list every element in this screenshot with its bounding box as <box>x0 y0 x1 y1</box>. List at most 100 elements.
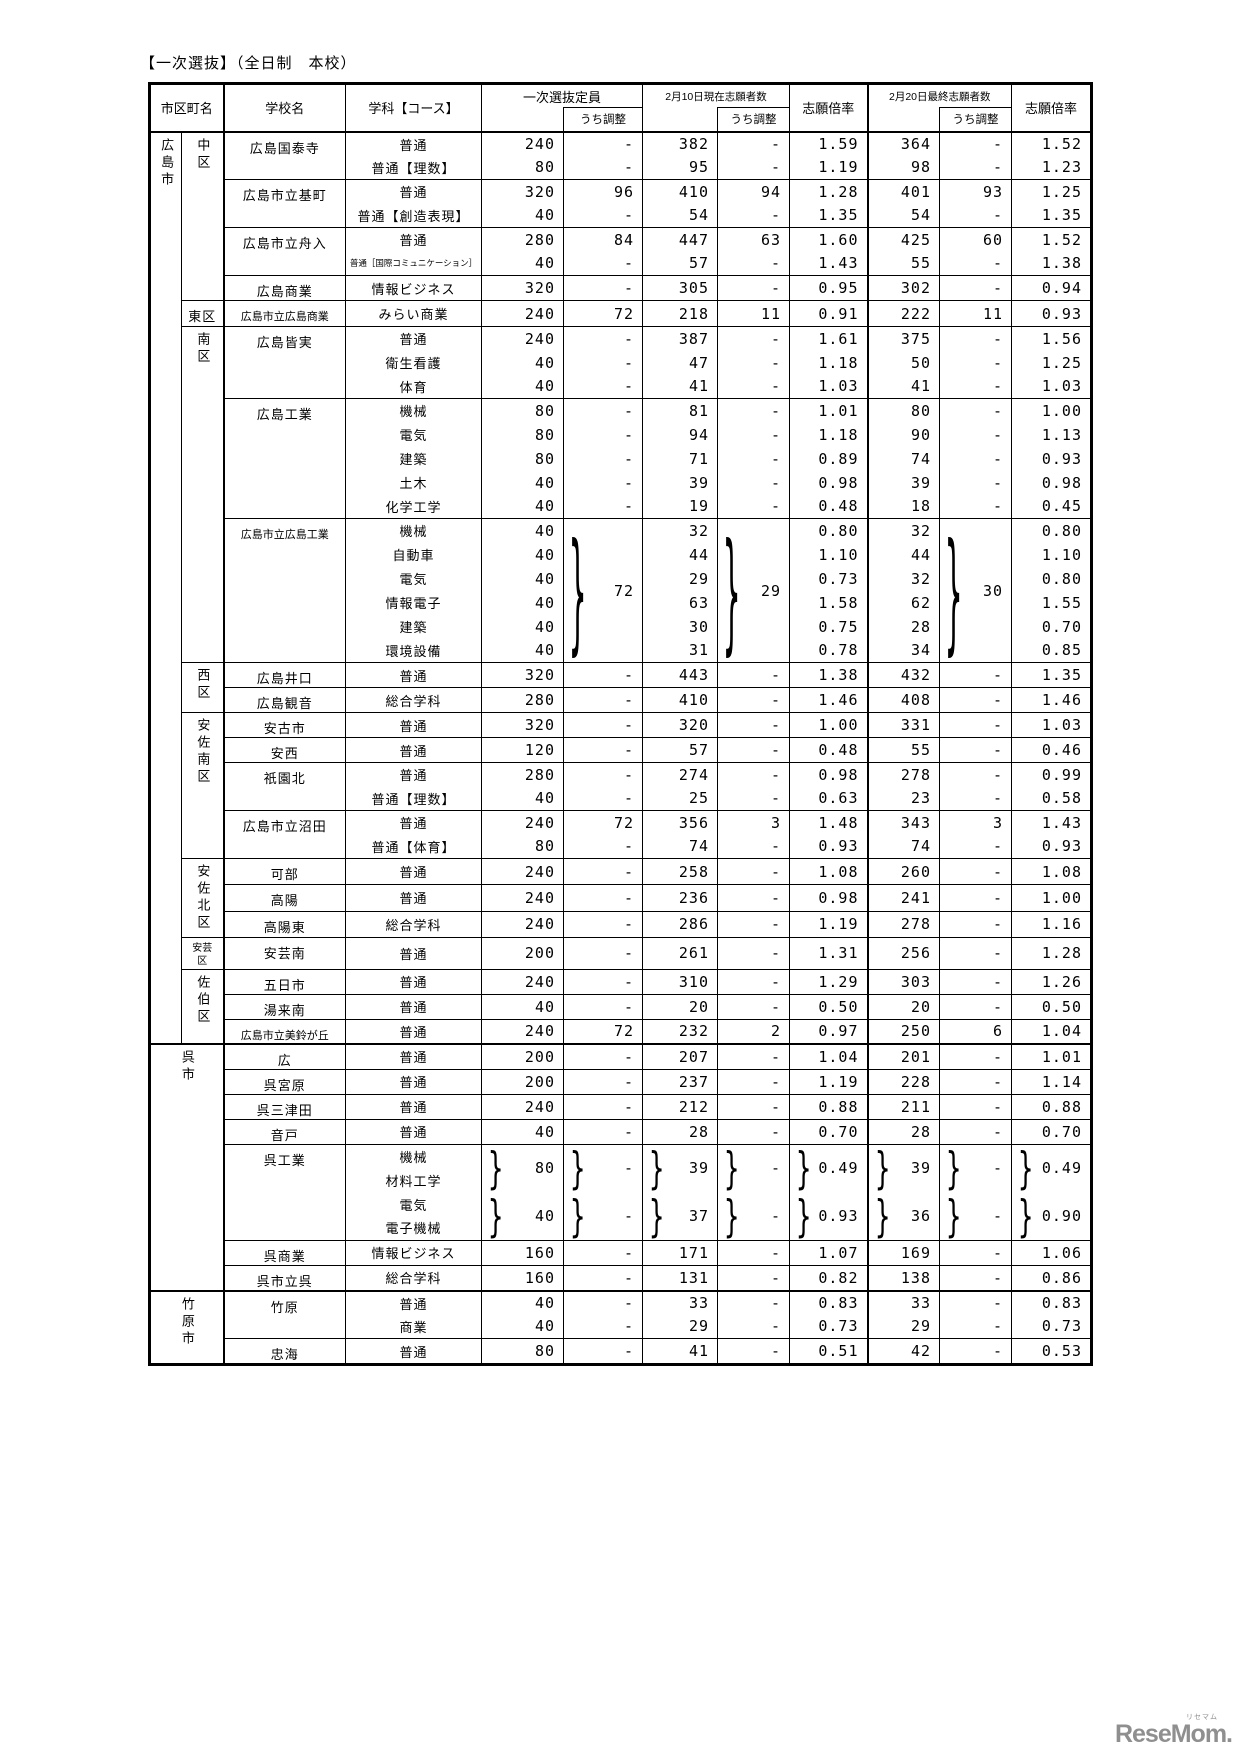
value-cell: } 37 <box>642 1192 718 1240</box>
value-cell: 260 <box>867 857 940 885</box>
value-cell: - <box>717 993 790 1019</box>
value-cell: - <box>563 130 643 156</box>
table-row: 広島市 中区 広島国泰寺 普通 240-382-1.59 364-1.52 <box>149 130 1092 1044</box>
ward-label: 安佐北区 <box>195 864 211 932</box>
value-cell: 0.82 <box>789 1264 869 1291</box>
value-cell: 72 <box>563 810 643 835</box>
value-cell: - <box>939 326 1012 351</box>
value-cell: 40 <box>481 350 564 375</box>
value-cell: 3 <box>717 810 790 835</box>
value-cell: 18 <box>867 494 940 519</box>
school-name-cell: 可部 <box>223 857 346 885</box>
course-cell: 普通［国際コミュニケーション］ <box>345 251 482 276</box>
value-cell: - <box>563 687 643 713</box>
value-cell: 94 <box>642 422 718 447</box>
braced-value: 0.49 <box>1041 1159 1082 1178</box>
value-cell: 0.58 <box>1011 786 1092 811</box>
value-cell: - <box>563 857 643 885</box>
value-cell: 1.08 <box>789 857 869 885</box>
course-cell: みらい商業 <box>345 300 482 327</box>
course-cell: 普通 <box>345 884 482 912</box>
feb10-notch <box>642 107 718 132</box>
course-cell: 機械 <box>345 1143 482 1168</box>
value-cell: - <box>563 1093 643 1119</box>
value-cell: - <box>717 737 790 763</box>
value-cell: 343 <box>867 810 940 835</box>
value-cell: 19 <box>642 494 718 519</box>
value-cell: 63 <box>642 590 718 615</box>
course-cell: 総合学科 <box>345 910 482 938</box>
city-cell: 竹原市 <box>149 1289 225 1365</box>
value-cell: 47 <box>642 350 718 375</box>
value-cell: 32 <box>867 566 940 591</box>
value-cell: } 0.93 <box>789 1192 869 1240</box>
braced-value: - <box>992 1159 1003 1178</box>
value-cell: 0.70 <box>1011 614 1092 639</box>
brace-icon: } <box>874 1144 891 1192</box>
school-name-cell: 高陽 <box>223 884 346 912</box>
table-row: 呉宮原 普通 200-237-1.19 228-1.14 <box>150 1068 1092 1094</box>
value-cell: 55 <box>867 251 940 276</box>
value-cell: - <box>717 910 790 938</box>
value-cell: 1.25 <box>1011 350 1092 375</box>
logo-wordmark: ReseMom. <box>1114 1720 1233 1748</box>
value-cell: - <box>939 470 1012 495</box>
value-cell: - <box>717 155 790 180</box>
header-feb20-adjust: うち調整 <box>939 107 1012 132</box>
value-cell: 131 <box>642 1264 718 1291</box>
city-label: 竹原市 <box>179 1296 195 1348</box>
value-cell: 80 <box>481 834 564 859</box>
value-cell: 1.46 <box>789 687 869 713</box>
value-cell: 0.70 <box>789 1118 869 1144</box>
brace-icon: } <box>1017 1144 1034 1192</box>
value-cell: - <box>563 470 643 495</box>
braced-value: 40 <box>534 1206 555 1225</box>
table-row: 安芸区 安芸南 普通 200-261-1.31 256-1.28 <box>150 937 1092 969</box>
value-cell: 0.98 <box>789 762 869 787</box>
ward-label: 佐伯区 <box>195 974 211 1026</box>
course-cell: 普通 <box>345 712 482 738</box>
value-cell: 25 <box>642 786 718 811</box>
value-cell: 1.13 <box>1011 422 1092 447</box>
value-cell: 1.00 <box>1011 398 1092 423</box>
value-cell: 1.04 <box>1011 1018 1092 1044</box>
value-cell: } 80 <box>481 1143 564 1192</box>
value-cell: 0.80 <box>789 518 869 543</box>
value-cell: } 72 <box>563 518 643 663</box>
braced-value: 0.49 <box>818 1159 859 1178</box>
table-row: 音戸 普通 40-28-0.70 28-0.70 <box>150 1118 1092 1144</box>
value-cell: - <box>563 762 643 787</box>
value-cell: - <box>939 446 1012 471</box>
value-cell: 1.18 <box>789 350 869 375</box>
braced-value: 0.93 <box>818 1206 859 1225</box>
table-row: 広島工業 機械 80-81-1.01 80-1.00 <box>150 398 1092 519</box>
value-cell: 0.80 <box>1011 518 1092 543</box>
value-cell: 280 <box>481 762 564 787</box>
feb20-notch <box>867 107 940 132</box>
value-cell: } 30 <box>939 518 1012 663</box>
value-cell: 0.95 <box>789 275 869 301</box>
value-cell: 1.00 <box>789 712 869 738</box>
value-cell: 375 <box>867 326 940 351</box>
table-row: 衛生看護 40-47-1.18 50-1.25 <box>150 350 1092 375</box>
table-row: 普通【体育】 80-74-0.93 74-0.93 <box>150 834 1092 859</box>
ward-label: 安芸区 <box>192 943 213 967</box>
value-cell: 1.23 <box>1011 155 1092 180</box>
value-cell: 0.89 <box>789 446 869 471</box>
value-cell: 236 <box>642 884 718 912</box>
value-cell: 80 <box>481 398 564 423</box>
value-cell: 240 <box>481 130 564 156</box>
value-cell: 40 <box>481 566 564 591</box>
value-cell: 40 <box>481 786 564 811</box>
value-cell: - <box>939 937 1012 969</box>
table-body: 広島市 中区 広島国泰寺 普通 240-382-1.59 364-1.52 普通【理数】 80… <box>149 130 1092 1365</box>
ward-label: 南区 <box>195 332 211 366</box>
value-cell: 1.55 <box>1011 590 1092 615</box>
value-cell: 232 <box>642 1018 718 1044</box>
value-cell: 1.00 <box>1011 884 1092 912</box>
header-capacity-group: 一次選抜定員 <box>481 83 643 108</box>
value-cell: 44 <box>867 542 940 567</box>
value-cell: - <box>939 1042 1012 1069</box>
ward-cell: 安芸区 <box>181 937 225 969</box>
course-cell: 電気 <box>345 422 482 447</box>
